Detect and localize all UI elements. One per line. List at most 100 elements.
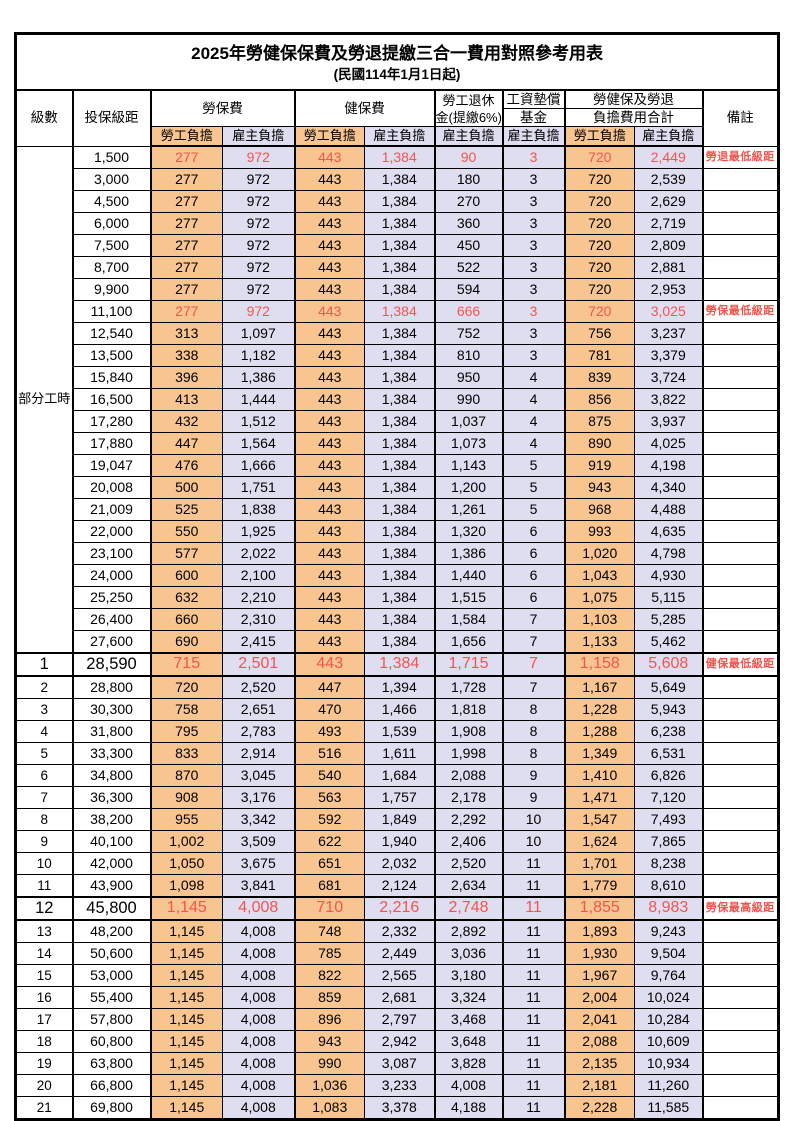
remark-cell [701,454,780,477]
health-ins-employee-cell: 896 [294,1008,365,1031]
total-employee-cell: 968 [564,498,635,521]
health-ins-employer-cell: 1,384 [364,410,436,433]
bracket-cell: 24,000 [72,564,152,587]
health-ins-employer-cell: 3,233 [364,1074,436,1097]
wage-fund-employer-cell: 8 [502,742,566,765]
level-cell: 11 [15,874,74,898]
labor-ins-employer-cell: 4,008 [222,986,296,1009]
remark-cell [701,698,780,721]
labor-ins-employer-cell: 972 [222,278,296,301]
remark-cell [701,919,780,943]
total-employee-cell: 1,967 [564,964,635,987]
labor-ins-employee-cell: 1,145 [150,1030,223,1053]
total-employer-cell: 2,449 [634,145,704,169]
pension-employer-cell: 270 [434,190,504,213]
labor-ins-employer-cell: 1,666 [222,454,296,477]
table-row: 9,900 277 972 443 1,384 594 3 720 2,953 [16,278,780,301]
labor-ins-employee-cell: 1,050 [150,852,223,875]
total-employer-cell: 9,504 [634,942,704,965]
health-ins-employee-cell: 859 [294,986,365,1009]
health-ins-employer-cell: 1,384 [364,498,436,521]
health-ins-employee-cell: 1,083 [294,1096,365,1120]
table-row: 20,008 500 1,751 443 1,384 1,200 5 943 4,340 [16,476,780,499]
table-row: 1 28,590 715 2,501 443 1,384 1,715 7 1,158 5,608 健… [15,652,780,677]
labor-ins-employer-cell: 4,008 [222,1008,296,1031]
labor-ins-employer-cell: 972 [222,212,296,235]
pension-employer-cell: 1,656 [434,630,504,654]
health-ins-employee-cell: 470 [294,698,365,721]
bracket-cell: 45,800 [72,896,152,921]
table-subtitle: (民國114年1月1日起) [333,66,461,82]
remark-cell [701,586,780,609]
health-ins-employee-cell: 443 [294,432,365,455]
labor-ins-employer-cell: 2,520 [222,675,296,699]
bracket-cell: 9,900 [72,278,152,301]
health-ins-employer-cell: 1,384 [364,344,436,367]
labor-ins-employer-cell: 3,675 [222,852,296,875]
health-ins-employer-cell: 1,384 [364,145,436,169]
col-header-health-employee: 勞工負擔 [294,126,365,147]
total-employer-cell: 7,120 [634,786,704,809]
total-employee-cell: 720 [564,300,635,323]
labor-ins-employee-cell: 525 [150,498,223,521]
wage-fund-employer-cell: 3 [502,300,566,323]
health-ins-employer-cell: 1,384 [364,630,436,654]
table-row: 2 28,800 720 2,520 447 1,394 1,728 7 1,167 5,649 [15,675,780,699]
total-employee-cell: 1,701 [564,852,635,875]
bracket-cell: 55,400 [72,986,152,1009]
bracket-cell: 22,000 [72,520,152,543]
total-employer-cell: 3,822 [634,388,704,411]
labor-ins-employer-cell: 3,509 [222,830,296,853]
table-title: 2025年勞健保保費及勞退提繳三合一費用對照參考用表 [191,44,603,64]
total-employee-cell: 2,041 [564,1008,635,1031]
labor-ins-employee-cell: 1,145 [150,896,223,921]
labor-ins-employee-cell: 277 [150,212,223,235]
bracket-cell: 8,700 [72,256,152,279]
fee-reference-table: 2025年勞健保保費及勞退提繳三合一費用對照參考用表 (民國114年1月1日起)… [14,32,781,1121]
total-employer-cell: 2,953 [634,278,704,301]
total-employee-cell: 720 [564,190,635,213]
table-row: 14 50,600 1,145 4,008 785 2,449 3,036 11 1,930 9,… [15,942,780,965]
total-employee-cell: 781 [564,344,635,367]
remark-cell [701,1052,780,1075]
table-row: 8 38,200 955 3,342 592 1,849 2,292 10 1,547 7,493 [15,808,780,831]
level-cell: 17 [15,1008,74,1031]
wage-fund-employer-cell: 8 [502,720,566,743]
labor-ins-employer-cell: 2,783 [222,720,296,743]
level-cell: 16 [15,986,74,1009]
table-row: 16,500 413 1,444 443 1,384 990 4 856 3,822 [16,388,780,411]
remark-cell [701,852,780,875]
remark-cell [701,212,780,235]
level-cell: 12 [15,896,74,921]
wage-fund-employer-cell: 3 [502,212,566,235]
remark-cell [701,986,780,1009]
labor-ins-employer-cell: 1,751 [222,476,296,499]
health-ins-employee-cell: 443 [294,520,365,543]
health-ins-employee-cell: 443 [294,278,365,301]
total-employee-cell: 1,228 [564,698,635,721]
total-employer-cell: 10,284 [634,1008,704,1031]
remark-cell [701,608,780,631]
level-cell: 15 [15,964,74,987]
total-employer-cell: 10,934 [634,1052,704,1075]
remark-cell [701,720,780,743]
table-row: 27,600 690 2,415 443 1,384 1,656 7 1,133 5,462 [16,630,780,654]
wage-fund-employer-cell: 3 [502,234,566,257]
total-employer-cell: 10,024 [634,986,704,1009]
table-row: 9 40,100 1,002 3,509 622 1,940 2,406 10 1,624 7,8… [15,830,780,853]
total-employer-cell: 3,379 [634,344,704,367]
bracket-cell: 19,047 [72,454,152,477]
pension-employer-cell: 594 [434,278,504,301]
health-ins-employer-cell: 1,849 [364,808,436,831]
pension-employer-cell: 2,634 [434,874,504,898]
total-employer-cell: 5,285 [634,608,704,631]
table-row: 7 36,300 908 3,176 563 1,757 2,178 9 1,471 7,120 [15,786,780,809]
pension-employer-cell: 1,320 [434,520,504,543]
health-ins-employer-cell: 3,087 [364,1052,436,1075]
labor-ins-employee-cell: 500 [150,476,223,499]
labor-ins-employee-cell: 277 [150,278,223,301]
bracket-cell: 3,000 [72,168,152,191]
labor-ins-employer-cell: 1,386 [222,366,296,389]
health-ins-employer-cell: 2,681 [364,986,436,1009]
